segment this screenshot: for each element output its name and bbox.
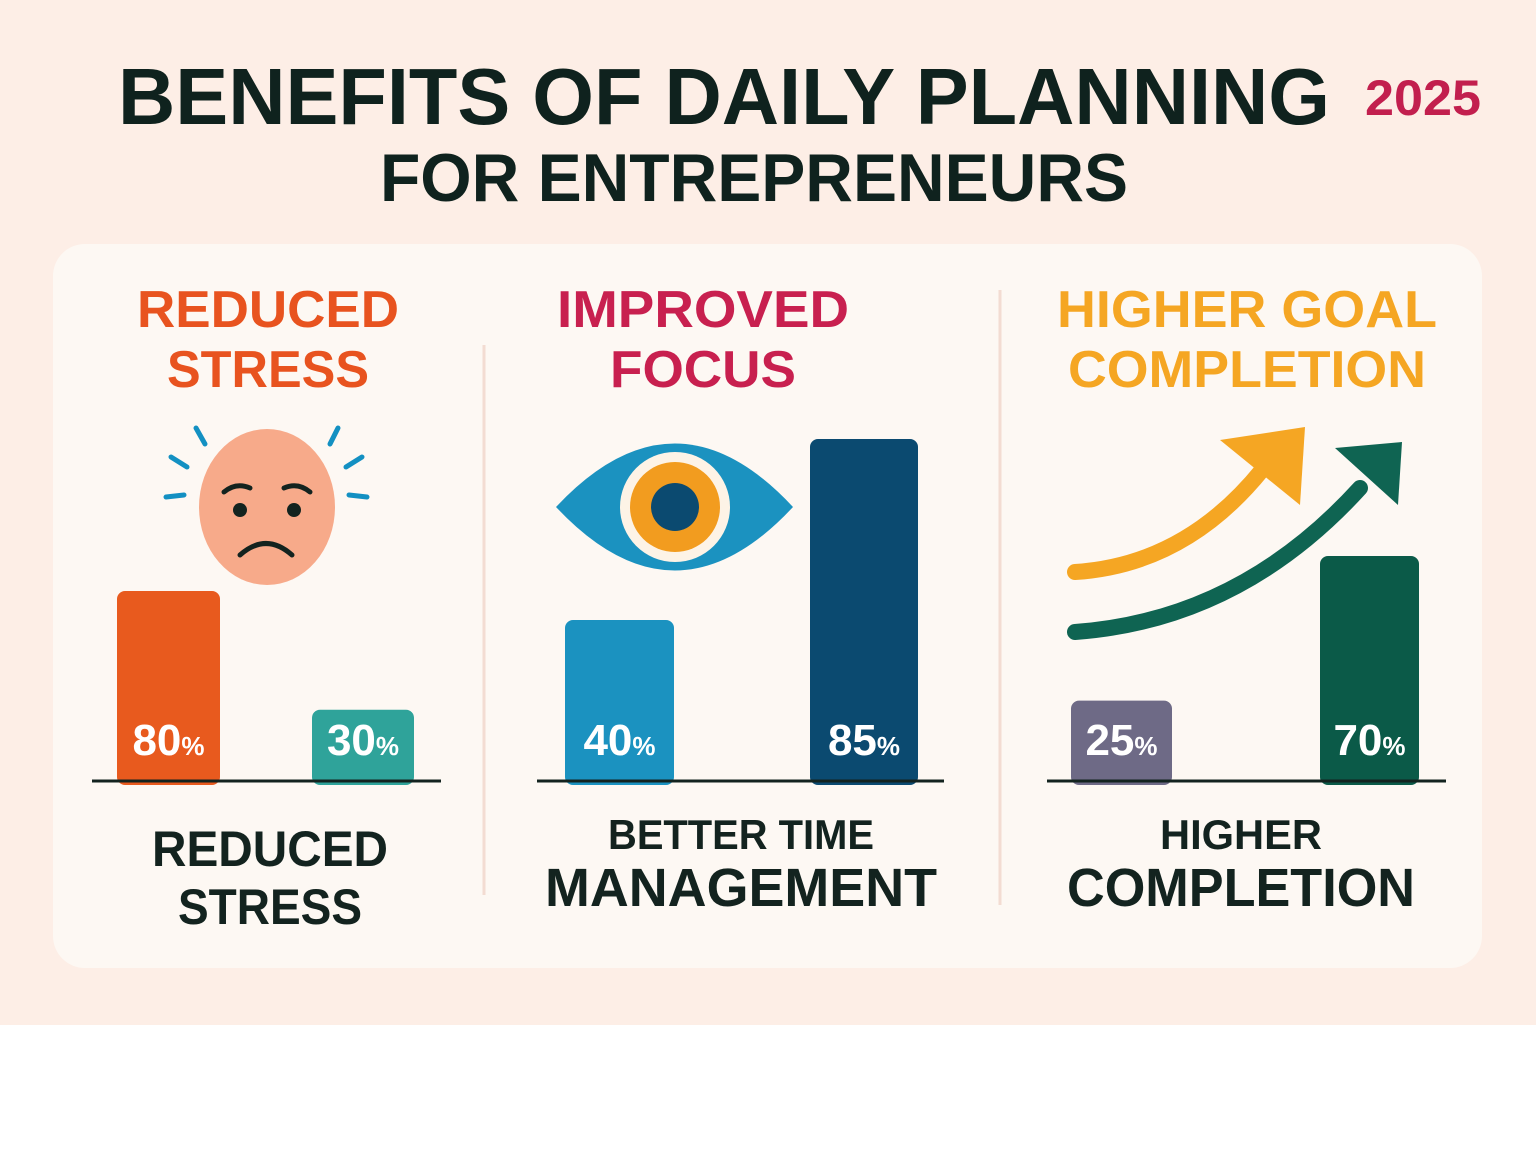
bar-unit: % [1382,731,1405,761]
panel-caption: STRESS [178,879,362,935]
year-label: 2025 [1365,70,1481,126]
panel-heading: REDUCED [137,281,399,339]
bar [810,439,918,785]
bar-unit: % [1134,731,1157,761]
bar [312,709,414,785]
stressed-face-icon [163,425,370,585]
panel-heading: IMPROVED [557,281,849,339]
title-line2: FOR ENTREPRENEURS [380,140,1128,216]
panel-heading: COMPLETION [1068,341,1426,399]
bar-unit: % [376,731,399,761]
panel-heading: STRESS [167,341,369,399]
bar-value: 80 [132,716,181,765]
content-card [53,244,1482,968]
panel-caption: BETTER TIME [608,811,874,858]
bar [1071,700,1172,785]
bar-value-label: 30% [327,716,399,765]
title-line1: BENEFITS OF DAILY PLANNING [118,52,1330,141]
bar-value-label: 40% [583,716,655,765]
bar-unit: % [877,731,900,761]
panel-caption: REDUCED [152,821,388,877]
bar-value-label: 70% [1333,716,1405,765]
bar-value: 40 [583,716,632,765]
bar-value: 30 [327,716,376,765]
bar-value-label: 80% [132,716,204,765]
bar-unit: % [181,731,204,761]
bar-unit: % [632,731,655,761]
panel-caption: COMPLETION [1067,858,1415,918]
bar-value: 25 [1085,716,1134,765]
bar-value-label: 25% [1085,716,1157,765]
eye-icon [556,443,793,571]
bar [117,591,220,785]
bar-value: 85 [828,716,877,765]
panel-heading: HIGHER GOAL [1057,281,1437,339]
panel-caption: HIGHER [1160,811,1322,858]
panel-caption: MANAGEMENT [545,858,937,918]
bar [565,620,674,785]
panel-heading: FOCUS [610,341,796,399]
rising-arrows-icon [1067,427,1402,640]
bar-value: 70 [1333,716,1382,765]
bar [1320,556,1419,785]
bar-value-label: 85% [828,716,900,765]
